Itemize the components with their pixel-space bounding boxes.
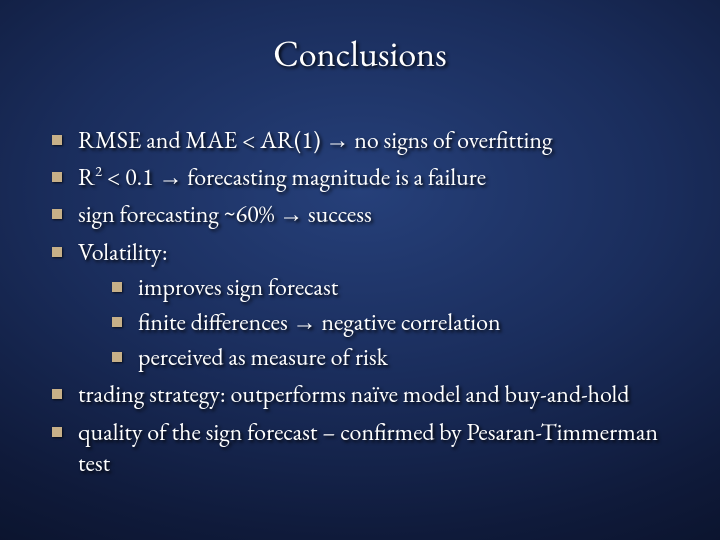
bullet-text: quality of the sign forecast – confirmed… (78, 417, 658, 479)
bullet-item: RMSE and MAE < AR(1) → no signs of overf… (52, 125, 690, 156)
bullet-text: trading strategy: outperforms naïve mode… (78, 379, 629, 410)
bullet-text: Volatility: (78, 237, 168, 268)
sub-bullet-text: improves sign forecast (138, 272, 338, 303)
bullet-item: quality of the sign forecast – confirmed… (52, 417, 690, 479)
sub-bullet-item: improves sign forecast (112, 272, 690, 303)
bullet-text: sign forecasting ~60% → success (78, 199, 372, 230)
sub-bullet-text: perceived as measure of risk (138, 342, 388, 373)
sub-bullet-item: finite differences → negative correlatio… (112, 307, 690, 338)
sub-bullet-text: finite differences → negative correlatio… (138, 307, 501, 338)
sub-bullet-item: perceived as measure of risk (112, 342, 690, 373)
bullet-item: Volatility: improves sign forecast finite … (52, 237, 690, 374)
bullet-item: sign forecasting ~60% → success (52, 199, 690, 230)
slide-title: Conclusions (30, 30, 690, 77)
bullet-list: RMSE and MAE < AR(1) → no signs of overf… (30, 125, 690, 479)
bullet-item: trading strategy: outperforms naïve mode… (52, 379, 690, 410)
bullet-text: R2 < 0.1 → forecasting magnitude is a fa… (78, 162, 486, 193)
sub-bullet-list: improves sign forecast finite differences… (78, 272, 690, 374)
slide: Conclusions RMSE and MAE < AR(1) → no si… (0, 0, 720, 540)
bullet-item: R2 < 0.1 → forecasting magnitude is a fa… (52, 162, 690, 193)
bullet-text: RMSE and MAE < AR(1) → no signs of overf… (78, 125, 552, 156)
